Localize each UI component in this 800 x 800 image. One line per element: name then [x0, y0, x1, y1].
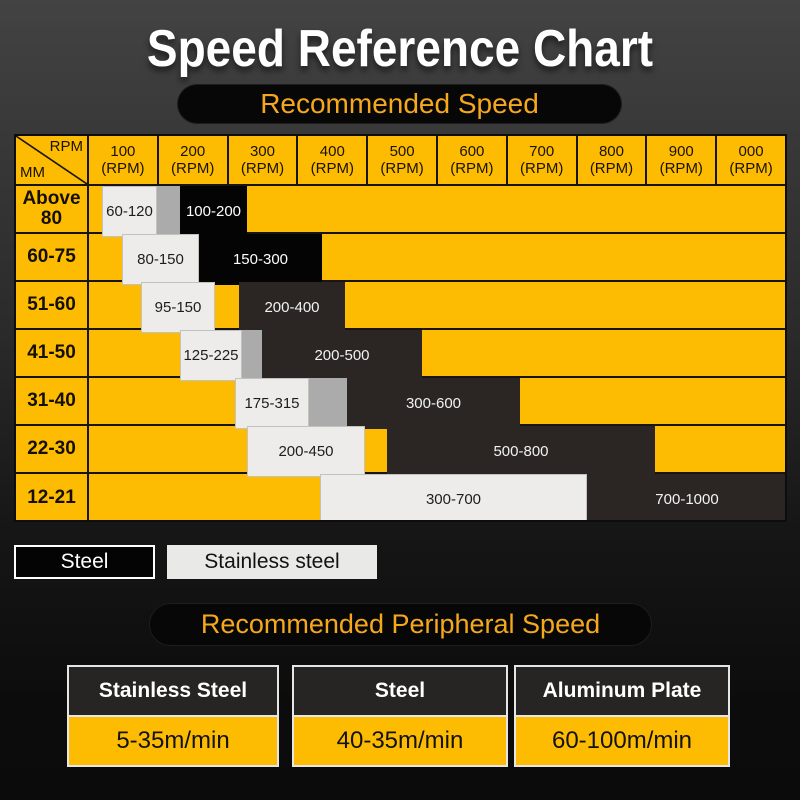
- column-header-value: 600: [459, 143, 485, 160]
- row-label: 31-40: [16, 378, 89, 424]
- row-chart-area: 95-150 200-400: [89, 282, 785, 333]
- stainless-speed-bar: 200-450: [247, 426, 365, 477]
- row-label: 60-75: [16, 234, 89, 280]
- column-header-value: 500: [389, 143, 415, 160]
- column-header-value: 700: [529, 143, 555, 160]
- column-header: 200 (RPM): [159, 136, 229, 184]
- table-row: 60-75 80-150 150-300: [16, 234, 785, 285]
- recommended-speed-label: Recommended Speed: [260, 88, 539, 119]
- column-header-value: 000: [738, 143, 764, 160]
- row-label: Above 80: [16, 186, 89, 232]
- column-header: 900 (RPM): [647, 136, 718, 184]
- steel-speed-bar: 150-300: [199, 234, 322, 285]
- column-header-unit: (RPM): [589, 160, 634, 177]
- legend-stainless: Stainless steel: [167, 545, 377, 579]
- steel-speed-bar: 700-1000: [587, 474, 785, 520]
- column-header-value: 200: [180, 143, 206, 160]
- chart-header: RPM MM 100 (RPM) 200 (RPM) 300 (RPM) 400 (RPM) 5…: [16, 136, 785, 186]
- peripheral-card-value: 5-35m/min: [69, 717, 277, 765]
- legend-steel-label: Steel: [60, 550, 109, 573]
- peripheral-card-title: Aluminum Plate: [516, 667, 728, 717]
- column-header-unit: (RPM): [380, 160, 424, 177]
- column-header-value: 800: [598, 143, 624, 160]
- bar-divider: [242, 330, 262, 381]
- table-row: 51-60 95-150 200-400: [16, 282, 785, 333]
- peripheral-card-value: 60-100m/min: [516, 717, 728, 765]
- column-header-unit: (RPM): [729, 160, 773, 177]
- bar-divider: [309, 378, 347, 429]
- legend-stainless-label: Stainless steel: [204, 550, 340, 573]
- peripheral-card-value: 40-35m/min: [294, 717, 506, 765]
- column-header: 000 (RPM): [717, 136, 785, 184]
- table-row: 41-50 125-225 200-500: [16, 330, 785, 381]
- column-header: 800 (RPM): [578, 136, 648, 184]
- column-header: 400 (RPM): [298, 136, 369, 184]
- recommended-peripheral-speed-label: Recommended Peripheral Speed: [200, 609, 601, 639]
- steel-speed-bar: 200-400: [239, 282, 345, 333]
- column-header: 600 (RPM): [438, 136, 508, 184]
- column-header-unit: (RPM): [240, 160, 285, 177]
- row-label: 51-60: [16, 282, 89, 328]
- steel-speed-bar: 500-800: [387, 426, 655, 477]
- column-header-unit: (RPM): [101, 160, 145, 177]
- row-label: 41-50: [16, 330, 89, 376]
- page-title: Speed Reference Chart: [146, 19, 654, 78]
- corner-mm-label: MM: [20, 164, 45, 181]
- row-chart-area: 125-225 200-500: [89, 330, 785, 381]
- peripheral-card-title: Stainless Steel: [69, 667, 277, 717]
- diagonal-line: [16, 136, 87, 184]
- column-header: 300 (RPM): [229, 136, 299, 184]
- corner-rpm-label: RPM: [49, 138, 83, 155]
- column-header: 700 (RPM): [508, 136, 578, 184]
- column-header-unit: (RPM): [310, 160, 354, 177]
- stainless-speed-bar: 95-150: [141, 282, 215, 333]
- row-chart-area: 60-120 100-200: [89, 186, 785, 237]
- stainless-speed-bar: 300-700: [320, 474, 587, 520]
- column-header-unit: (RPM): [171, 160, 215, 177]
- column-header-value: 100: [110, 143, 136, 160]
- peripheral-card: Aluminum Plate 60-100m/min: [514, 665, 730, 767]
- column-header-unit: (RPM): [450, 160, 494, 177]
- peripheral-card: Stainless Steel 5-35m/min: [67, 665, 279, 767]
- peripheral-card: Steel 40-35m/min: [292, 665, 508, 767]
- column-header-unit: (RPM): [520, 160, 564, 177]
- speed-chart-table: RPM MM 100 (RPM) 200 (RPM) 300 (RPM) 400 (RPM) 5…: [14, 134, 787, 522]
- corner-cell: RPM MM: [16, 136, 89, 184]
- column-header: 500 (RPM): [368, 136, 438, 184]
- column-header-value: 900: [668, 143, 694, 160]
- column-header-value: 400: [319, 143, 345, 160]
- column-header-unit: (RPM): [659, 160, 703, 177]
- steel-speed-bar: 200-500: [262, 330, 422, 381]
- bar-divider: [157, 186, 180, 237]
- steel-speed-bar: 300-600: [347, 378, 520, 429]
- row-label: 12-21: [16, 474, 89, 520]
- legend-steel: Steel: [14, 545, 155, 579]
- column-header: 100 (RPM): [89, 136, 159, 184]
- table-row: 31-40 175-315 300-600: [16, 378, 785, 429]
- chart-rows: Above 80 60-120 100-200 60-75 80-150 150-300 5…: [16, 186, 785, 520]
- recommended-peripheral-speed-pill: Recommended Peripheral Speed: [150, 604, 651, 645]
- row-chart-area: 175-315 300-600: [89, 378, 785, 429]
- row-label: 22-30: [16, 426, 89, 472]
- chart-header-columns: 100 (RPM) 200 (RPM) 300 (RPM) 400 (RPM) 500 (RPM)…: [89, 136, 785, 184]
- table-row: Above 80 60-120 100-200: [16, 186, 785, 237]
- stainless-speed-bar: 80-150: [122, 234, 199, 285]
- recommended-speed-pill: Recommended Speed: [178, 85, 621, 123]
- stainless-speed-bar: 125-225: [180, 330, 242, 381]
- stainless-speed-bar: 60-120: [102, 186, 157, 237]
- peripheral-card-title: Steel: [294, 667, 506, 717]
- steel-speed-bar: 100-200: [180, 186, 247, 237]
- table-row: 12-21 300-700 700-1000: [16, 474, 785, 520]
- row-chart-area: 300-700 700-1000: [89, 474, 785, 520]
- table-row: 22-30 200-450 500-800: [16, 426, 785, 477]
- row-chart-area: 80-150 150-300: [89, 234, 785, 285]
- column-header-value: 300: [249, 143, 275, 160]
- row-chart-area: 200-450 500-800: [89, 426, 785, 477]
- stainless-speed-bar: 175-315: [235, 378, 309, 429]
